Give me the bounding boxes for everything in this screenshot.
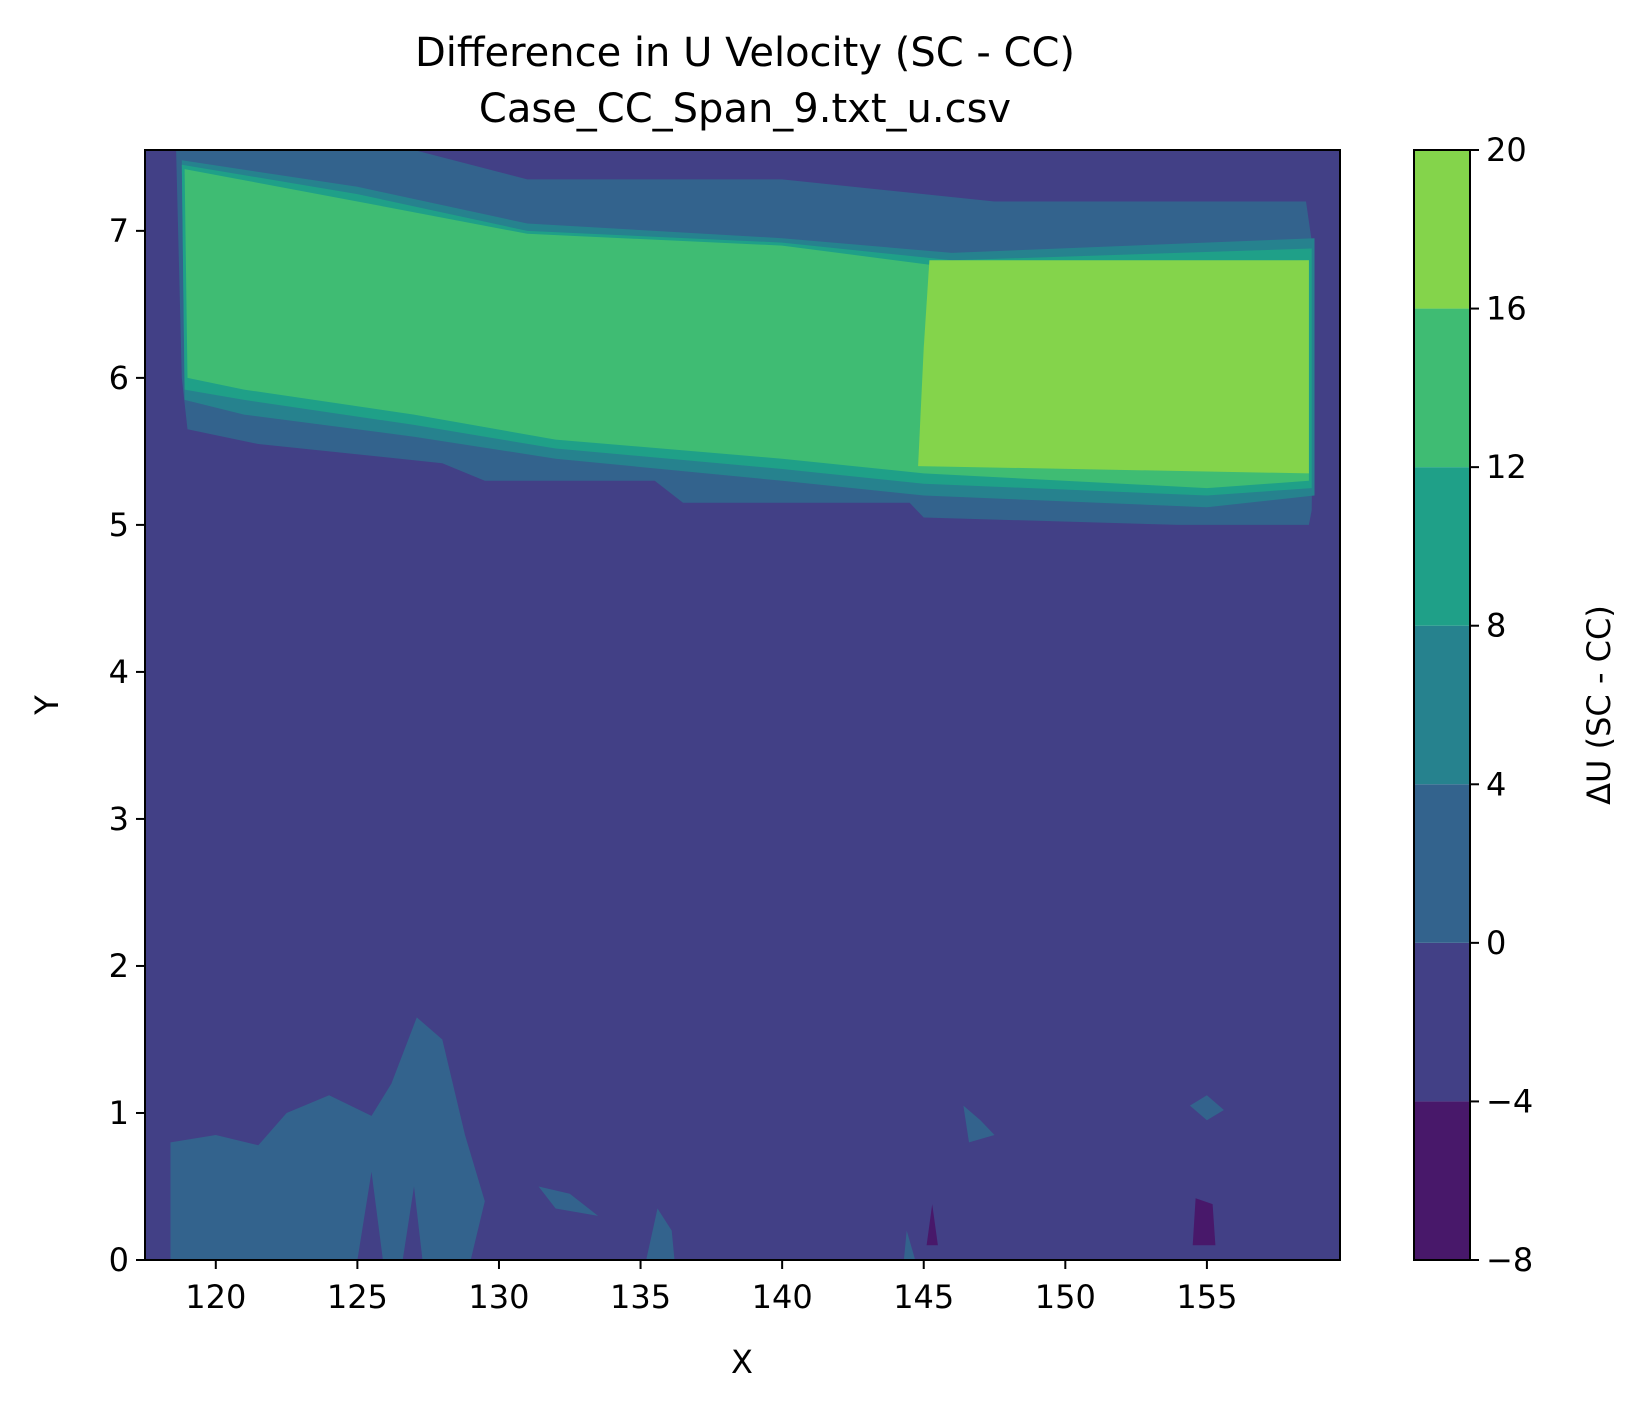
colorbar-ticks: −8 −4 0 4 8 12 16 20 [1470,131,1533,1279]
x-tick-label: 140 [752,1278,813,1316]
contour-region-11 [1189,1095,1224,1121]
colorbar-tick-label: −4 [1486,1082,1533,1120]
colorbar-label: ΔU (SC - CC) [1580,605,1618,805]
contour-region-6 [170,1017,485,1260]
y-tick-label: 7 [109,212,129,250]
x-tick-label: 120 [185,1278,246,1316]
contour-region-7 [538,1186,599,1216]
colorbar-tick-label: 8 [1486,607,1506,645]
colorbar-tick-label: 0 [1486,924,1506,962]
x-tick-label: 155 [1176,1278,1237,1316]
colorbar: −8 −4 0 4 8 12 16 20 ΔU (SC - CC) [1413,131,1618,1279]
x-axis-label: X [731,1343,753,1381]
plot-area: 120 125 130 135 140 145 150 155 0 1 2 3 4 5 6 7 [109,149,1341,1316]
colorbar-band [1414,150,1470,309]
x-tick-label: 135 [610,1278,671,1316]
colorbar-band [1414,1101,1470,1260]
contour-region-5 [918,260,1309,474]
colorbar-band [1414,784,1470,943]
plot-frame [144,149,1341,1261]
y-tick-label: 2 [109,947,129,985]
colorbar-tick-label: 4 [1486,765,1506,803]
contour-regions [145,150,1340,1260]
colorbar-tick-label: 16 [1486,290,1527,328]
colorbar-band [1414,467,1470,626]
y-tick-label: 4 [109,653,129,691]
contour-region-13 [1192,1198,1216,1246]
colorbar-band [1414,308,1470,468]
colorbar-bands [1414,150,1470,1260]
x-tick-label: 125 [327,1278,388,1316]
x-tick-label: 130 [468,1278,529,1316]
y-tick-label: 5 [109,506,129,544]
colorbar-tick-label: 20 [1486,131,1527,169]
x-axis-ticks: 120 125 130 135 140 145 150 155 [185,1260,1237,1316]
colorbar-frame [1413,149,1471,1261]
contour-region-12 [926,1204,938,1246]
colorbar-tick-label: −8 [1486,1241,1533,1279]
x-tick-label: 145 [893,1278,954,1316]
contour-region-10 [963,1105,995,1143]
y-axis-ticks: 0 1 2 3 4 5 6 7 [109,212,145,1279]
chart-subtitle: Case_CC_Span_9.txt_u.csv [479,86,1011,132]
y-tick-label: 6 [109,359,129,397]
y-tick-label: 1 [109,1094,129,1132]
contour-region-8 [646,1208,675,1260]
colorbar-band [1414,942,1470,1102]
y-axis-label: Y [28,695,66,716]
y-tick-label: 0 [109,1241,129,1279]
y-tick-label: 3 [109,800,129,838]
colorbar-tick-label: 12 [1486,448,1527,486]
colorbar-band [1414,625,1470,785]
contour-region-9 [903,1230,916,1260]
x-tick-label: 150 [1035,1278,1096,1316]
chart-title: Difference in U Velocity (SC - CC) [415,30,1075,76]
